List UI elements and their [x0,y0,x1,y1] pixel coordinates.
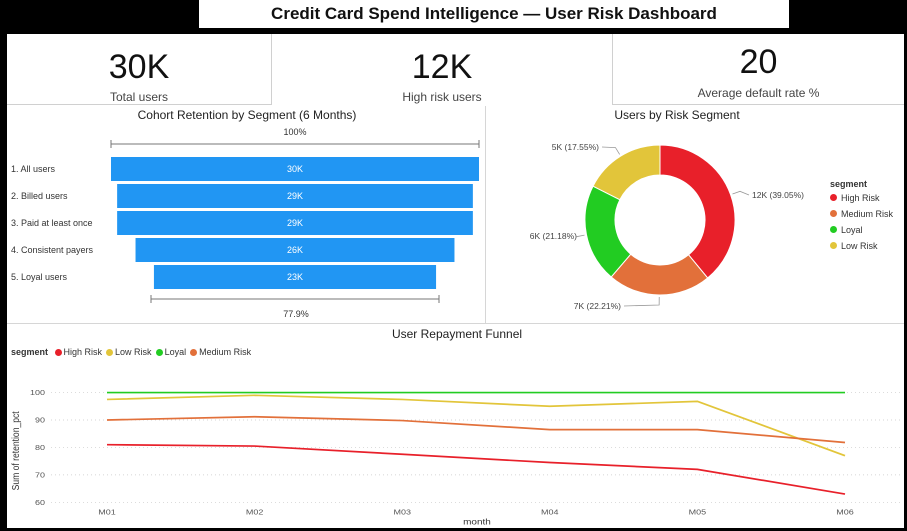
legend-title: segment [11,347,49,357]
funnel-svg: 1. All users 30K 2. Billed users 29K 3. Paid… [11,140,480,303]
report-canvas: 30K Total users 12K High risk users 20 A… [7,34,904,528]
legend-marker [830,242,837,249]
kpi-label: Total users [109,90,169,104]
kpi-card-high-risk-users[interactable]: 12K High risk users [332,34,552,104]
funnel-category-label: 4. Consistent payers [11,245,94,255]
funnel-value-label: 23K [287,272,303,282]
legend-label: Low Risk [841,241,878,251]
y-tick-label: 70 [35,470,45,479]
kpi-card-default-rate[interactable]: 20 Average default rate % [612,34,904,105]
funnel-value-label: 30K [287,164,303,174]
legend-marker [830,194,837,201]
donut-slice-low-risk[interactable] [592,144,661,201]
funnel-bar[interactable] [117,184,473,208]
legend-marker [190,349,198,357]
legend-label: Loyal [841,225,863,235]
donut-leader-line [732,190,750,196]
legend-item-medium-risk[interactable]: Medium Risk [830,209,907,219]
donut-data-label: 5K (17.55%) [552,142,599,152]
funnel-bar[interactable] [117,211,473,235]
funnel-bar[interactable] [111,157,479,181]
legend-label: Loyal [164,347,187,357]
donut-leader-line [576,234,585,238]
funnel-top-bracket [110,140,480,148]
line-series-high-risk[interactable] [106,443,846,495]
x-tick-label: M04 [541,507,559,516]
y-tick-label: 90 [35,415,45,424]
legend-marker [54,349,62,357]
line-svg: 60 70 80 90 100 M01 M02 M03 M04 M05 M06 Sum of re… [10,388,900,526]
donut-data-label: 12K (39.05%) [752,190,804,200]
legend-marker [830,210,837,217]
funnel-category-label: 3. Paid at least once [11,218,93,228]
donut-chart[interactable]: Users by Risk Segment 12K (39.05%) 7K (22… [487,106,903,322]
legend-marker [106,349,114,357]
line-series-medium-risk[interactable] [106,415,846,444]
legend-marker [830,226,837,233]
y-axis-label: Sum of retention_pct [10,411,21,490]
funnel-chart[interactable]: Cohort Retention by Segment (6 Months) 1… [7,106,485,322]
y-tick-label: 80 [35,443,45,452]
legend-item-low-risk[interactable]: Low Risk [106,347,152,357]
donut-data-label: 7K (22.21%) [574,301,621,311]
kpi-value: 12K [411,48,473,86]
donut-svg: 12K (39.05%) 7K (22.21%) 6K (21.18%) 5K (17… [530,142,804,311]
x-tick-label: M05 [689,507,707,516]
line-title: User Repayment Funnel [391,327,523,341]
legend-label: High Risk [63,347,103,357]
kpi-value: 20 [739,43,778,81]
legend-label: High Risk [841,193,880,203]
funnel-category-label: 1. All users [11,164,56,174]
legend-label: Medium Risk [199,347,252,357]
kpi-label: Average default rate % [697,86,820,100]
legend-item-loyal[interactable]: Loyal [155,347,187,357]
divider-horizontal [7,323,904,324]
line-chart[interactable]: User Repayment Funnel segment High Risk L… [7,324,904,528]
donut-legend: segment High Risk Medium Risk Loyal Low Ris… [830,179,907,257]
y-tick-label: 60 [35,497,45,506]
line-legend: segment High Risk Low Risk Loyal Medium Ris… [11,347,255,357]
x-axis-label: month [463,517,491,526]
kpi-label: High risk users [402,90,482,104]
donut-leader-line [623,296,660,307]
legend-label: Low Risk [115,347,152,357]
x-tick-label: M01 [98,507,116,516]
legend-item-low-risk[interactable]: Low Risk [830,241,907,251]
funnel-bottom-bracket [150,295,440,303]
x-tick-label: M02 [246,507,264,516]
x-tick-label: M06 [836,507,854,516]
funnel-top-pct: 100% [283,127,307,137]
legend-marker [155,349,163,357]
donut-leader-line [601,146,621,155]
funnel-bar[interactable] [153,265,437,289]
funnel-value-label: 29K [287,218,303,228]
funnel-category-label: 2. Billed users [11,191,68,201]
donut-data-label: 6K (21.18%) [530,231,577,241]
funnel-value-label: 26K [287,245,303,255]
legend-label: Medium Risk [841,209,894,219]
kpi-card-total-users[interactable]: 30K Total users [7,34,272,105]
donut-slice-high-risk[interactable] [659,144,736,279]
donut-title: Users by Risk Segment [614,108,740,122]
kpi-value: 30K [108,48,170,86]
legend-title: segment [830,179,868,189]
x-tick-label: M03 [393,507,411,516]
legend-item-high-risk[interactable]: High Risk [54,347,103,357]
funnel-bottom-pct: 77.9% [283,309,309,319]
divider-vertical [485,106,486,324]
legend-item-high-risk[interactable]: High Risk [830,193,907,203]
funnel-bar[interactable] [135,238,455,262]
line-series-low-risk[interactable] [106,394,846,457]
legend-item-loyal[interactable]: Loyal [830,225,907,235]
funnel-value-label: 29K [287,191,303,201]
y-tick-label: 100 [30,388,45,397]
funnel-category-label: 5. Loyal users [11,272,68,282]
legend-item-medium-risk[interactable]: Medium Risk [190,347,251,357]
title-bar: Credit Card Spend Intelligence — User Ri… [199,0,789,28]
page-title: Credit Card Spend Intelligence — User Ri… [271,4,717,23]
funnel-title: Cohort Retention by Segment (6 Months) [137,108,357,122]
